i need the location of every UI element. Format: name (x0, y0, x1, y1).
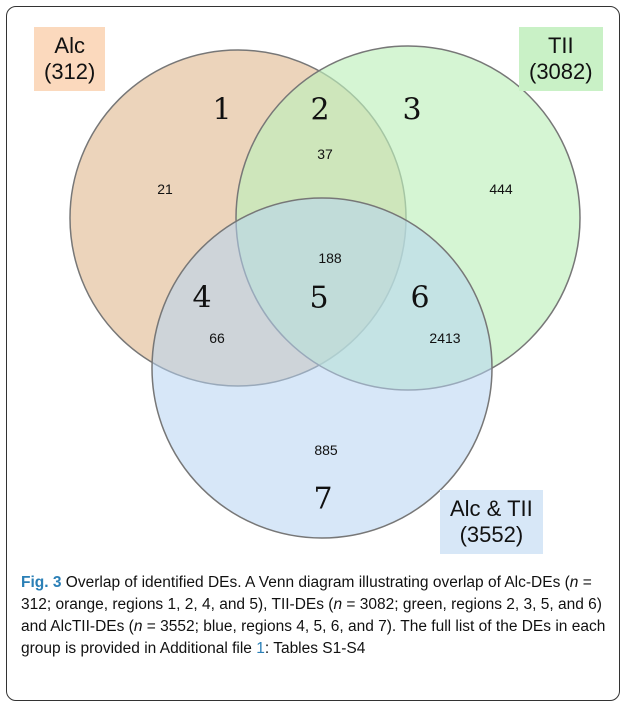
set-count: (312) (44, 59, 96, 84)
set-name: Alc (54, 33, 85, 58)
set-name: Alc & TII (450, 496, 533, 521)
circle-alc-tii (151, 197, 493, 539)
region-count-4: 66 (209, 330, 225, 346)
region-number-6: 6 (410, 280, 430, 316)
region-count-2: 37 (317, 146, 333, 162)
region-number-3: 3 (402, 92, 422, 128)
caption-text: = 3552; blue, regions 4, 5, 6, and 7). T… (21, 618, 606, 657)
region-count-7: 885 (314, 442, 338, 458)
venn-diagram (69, 45, 581, 539)
region-number-7: 7 (313, 481, 333, 517)
region-count-5: 188 (318, 250, 342, 266)
set-label-alc: Alc (312) (34, 27, 106, 91)
region-count-6: 2413 (429, 330, 461, 346)
additional-file-link[interactable]: 1 (256, 640, 265, 657)
set-name: TII (547, 33, 574, 58)
region-number-5: 5 (309, 280, 329, 316)
set-count: (3082) (529, 59, 593, 84)
region-count-1: 21 (157, 181, 173, 197)
figure-caption: Fig. 3 Overlap of identified DEs. A Venn… (21, 572, 611, 660)
caption-text: = 312; orange, regions 1, 2, 4, and 5), … (21, 574, 592, 613)
region-number-2: 2 (310, 92, 330, 128)
figure-label: Fig. 3 (21, 574, 62, 591)
set-label-alc-tii: Alc & TII (3552) (440, 490, 543, 554)
region-count-3: 444 (489, 181, 513, 197)
n-symbol: n (133, 618, 143, 635)
caption-text: : Tables S1-S4 (264, 640, 366, 657)
n-symbol: n (333, 596, 343, 613)
region-number-1: 1 (212, 92, 232, 128)
caption-text: = 3082; green, regions 2, 3, 5, and 6) a… (21, 596, 602, 635)
caption-text: Overlap of identified DEs. A Venn diagra… (61, 574, 570, 591)
region-number-4: 4 (192, 280, 212, 316)
set-count: (3552) (459, 522, 524, 547)
set-label-tii: TII (3082) (519, 27, 603, 91)
n-symbol: n (569, 574, 579, 591)
